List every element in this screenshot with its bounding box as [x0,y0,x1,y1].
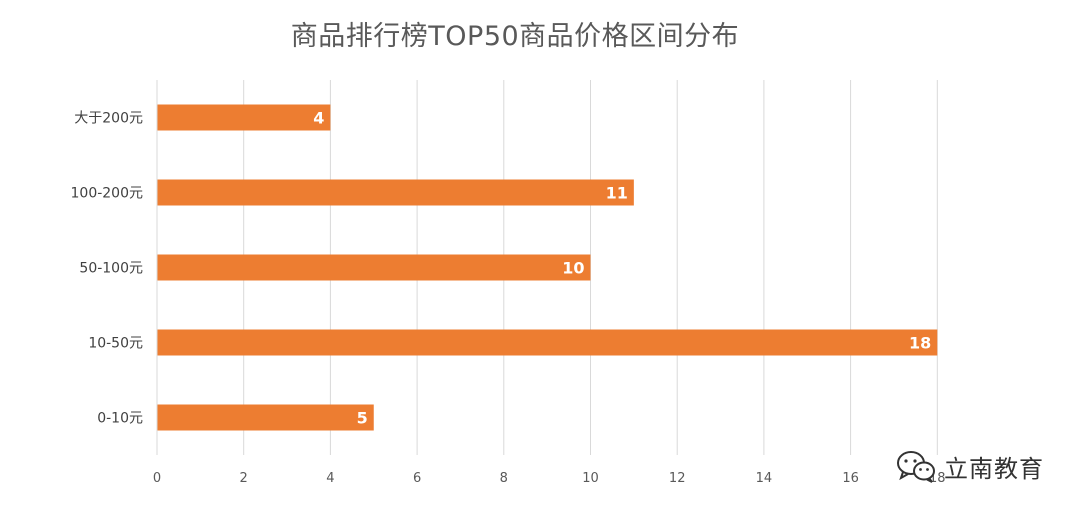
data-label: 5 [357,409,368,428]
data-label: 18 [909,334,931,353]
x-tick-label: 10 [582,471,599,486]
x-tick-label: 0 [153,471,161,486]
category-label: 10-50元 [88,336,143,352]
x-axis-tick-labels: 0 2 4 6 8 10 12 14 16 18 [153,471,946,486]
bars: 5 18 10 11 4 [157,104,938,431]
x-tick-label: 6 [413,471,421,486]
x-tick-label: 8 [500,471,508,486]
category-label: 100-200元 [71,186,144,202]
bar [157,179,634,206]
bar [157,329,938,356]
bar [157,404,374,431]
wechat-icon [897,450,935,483]
data-label: 4 [313,109,324,128]
x-tick-label: 2 [240,471,248,486]
category-label: 大于200元 [74,111,143,127]
x-tick-label: 12 [669,471,686,486]
watermark-text: 立南教育 [944,455,1044,483]
category-label: 50-100元 [79,261,143,277]
bar [157,104,331,131]
x-tick-label: 16 [842,471,859,486]
data-label: 11 [606,184,628,203]
x-tick-label: 4 [326,471,334,486]
category-label: 0-10元 [97,411,143,427]
watermark: 立南教育 [896,449,1044,484]
bar [157,254,591,281]
x-tick-label: 14 [756,471,773,486]
data-label: 10 [562,259,584,278]
chart-title: 商品排行榜TOP50商品价格区间分布 [290,21,740,52]
